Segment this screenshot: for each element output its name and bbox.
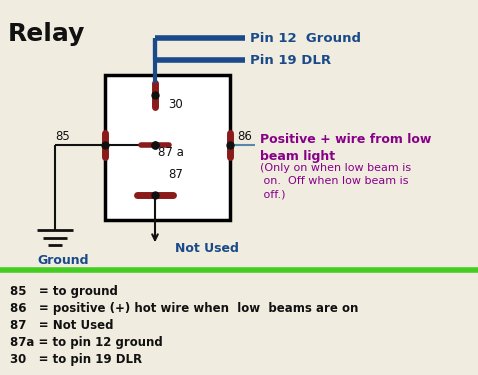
Text: 30: 30 — [168, 99, 183, 111]
Text: 87   = Not Used: 87 = Not Used — [10, 319, 113, 332]
Text: 30   = to pin 19 DLR: 30 = to pin 19 DLR — [10, 353, 142, 366]
Bar — [105, 75, 230, 220]
Text: Positive + wire from low
beam light: Positive + wire from low beam light — [260, 133, 431, 163]
Text: Ground: Ground — [37, 254, 88, 267]
Text: Relay: Relay — [8, 22, 86, 46]
Text: Pin 19 DLR: Pin 19 DLR — [250, 54, 331, 66]
Text: Not Used: Not Used — [175, 242, 239, 255]
Text: 87 a: 87 a — [158, 146, 184, 159]
Text: 87: 87 — [168, 168, 183, 182]
Text: 85   = to ground: 85 = to ground — [10, 285, 118, 298]
Text: 86   = positive (+) hot wire when  low  beams are on: 86 = positive (+) hot wire when low beam… — [10, 302, 358, 315]
Text: 87a = to pin 12 ground: 87a = to pin 12 ground — [10, 336, 163, 349]
Text: 85: 85 — [55, 130, 70, 144]
Text: 86: 86 — [237, 130, 252, 144]
Text: Pin 12  Ground: Pin 12 Ground — [250, 32, 361, 45]
Text: (Only on when low beam is
 on.  Off when low beam is
 off.): (Only on when low beam is on. Off when l… — [260, 163, 411, 200]
